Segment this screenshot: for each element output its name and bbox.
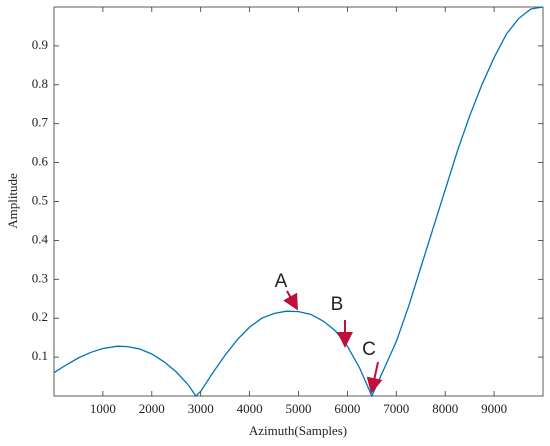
annotation-arrow	[283, 290, 298, 311]
x-tick-label: 4000	[237, 401, 263, 416]
x-tick-label: 9000	[481, 401, 507, 416]
y-tick-label: 0.3	[32, 270, 48, 285]
y-tick-label: 0.6	[32, 154, 49, 169]
y-axis-label: Amplitude	[5, 173, 20, 229]
data-line	[53, 6, 544, 398]
annotation: B	[331, 294, 344, 315]
x-tick-label: 7000	[383, 401, 409, 416]
y-tick-label: 0.8	[32, 76, 48, 91]
x-axis-label: Azimuth(Samples)	[249, 423, 347, 438]
x-tick-label: 5000	[286, 401, 312, 416]
y-tick-label: 0.2	[32, 309, 48, 324]
y-tick-label: 0.5	[32, 192, 48, 207]
plot-frame	[53, 6, 544, 397]
y-tick-label: 0.1	[32, 348, 48, 363]
annotation: A	[275, 271, 288, 292]
y-tick-label: 0.9	[32, 37, 48, 52]
annotation: C	[362, 339, 376, 360]
annotation-arrow	[366, 361, 383, 394]
x-tick-label: 6000	[334, 401, 360, 416]
x-tick-label: 3000	[188, 401, 214, 416]
x-tick-label: 2000	[139, 401, 165, 416]
y-tick-label: 0.7	[32, 115, 49, 130]
y-tick-label: 0.4	[32, 231, 49, 246]
x-tick-label: 1000	[90, 401, 116, 416]
x-tick-label: 8000	[432, 401, 458, 416]
